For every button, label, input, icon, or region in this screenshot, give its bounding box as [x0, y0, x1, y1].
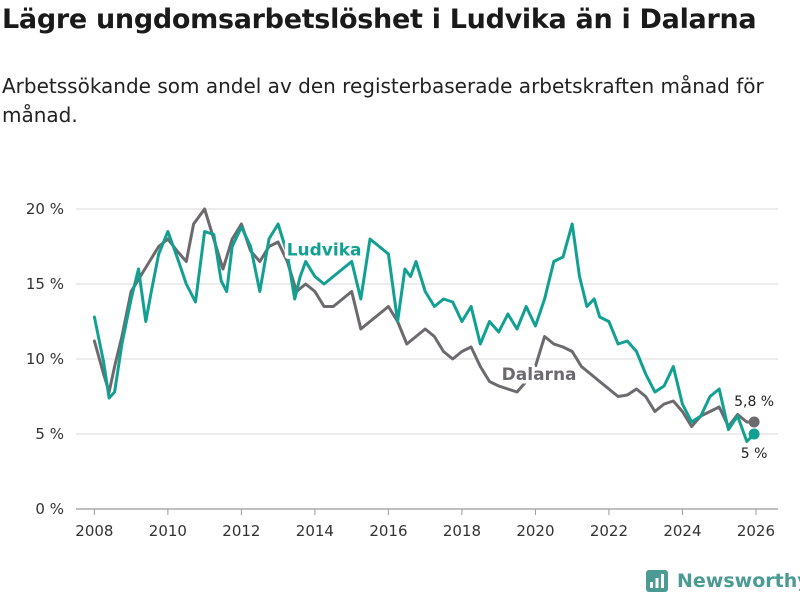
- x-tick-label: 2022: [590, 522, 628, 540]
- series-labels: Ludvika Dalarna 5,8 % 5 %: [283, 237, 776, 465]
- chart-title: Lägre ungdomsarbetslöshet i Ludvika än i…: [2, 4, 757, 35]
- x-tick-label: 2016: [369, 522, 407, 540]
- end-point-dalarna: [748, 416, 760, 428]
- gridlines: 0 % 5 % 10 % 15 % 20 %: [26, 200, 778, 518]
- series-line-ludvika: [92, 222, 756, 443]
- y-tick-label: 0 %: [35, 500, 64, 518]
- x-tick-label: 2008: [75, 522, 113, 540]
- x-tick-label: 2020: [516, 522, 554, 540]
- y-tick-label: 15 %: [26, 275, 64, 293]
- series-lines: [92, 207, 760, 443]
- series-label-ludvika: Ludvika: [287, 241, 362, 261]
- x-axis: 2008 2010 2012 2014 2016 2018 2020 2022 2024 2026: [75, 509, 775, 540]
- x-tick-label: 2012: [222, 522, 260, 540]
- x-tick-label: 2018: [443, 522, 481, 540]
- x-tick-label: 2024: [663, 522, 701, 540]
- newsworthy-icon: [646, 570, 668, 592]
- series-label-dalarna: Dalarna: [502, 365, 577, 385]
- y-tick-label: 10 %: [26, 350, 64, 368]
- end-label-dalarna: 5,8 %: [734, 394, 774, 410]
- chart-subtitle: Arbetssökande som andel av den registerb…: [2, 74, 764, 127]
- brand-name: Newsworthy: [677, 570, 800, 592]
- end-point-ludvika: [748, 428, 760, 440]
- y-tick-label: 20 %: [26, 200, 64, 218]
- newsworthy-logo[interactable]: Newsworthy: [645, 569, 800, 593]
- y-tick-label: 5 %: [35, 425, 64, 443]
- x-tick-label: 2010: [149, 522, 187, 540]
- series-line-dalarna: [92, 207, 756, 428]
- x-tick-label: 2014: [296, 522, 334, 540]
- end-label-ludvika: 5 %: [741, 446, 768, 462]
- x-tick-label: 2026: [737, 522, 775, 540]
